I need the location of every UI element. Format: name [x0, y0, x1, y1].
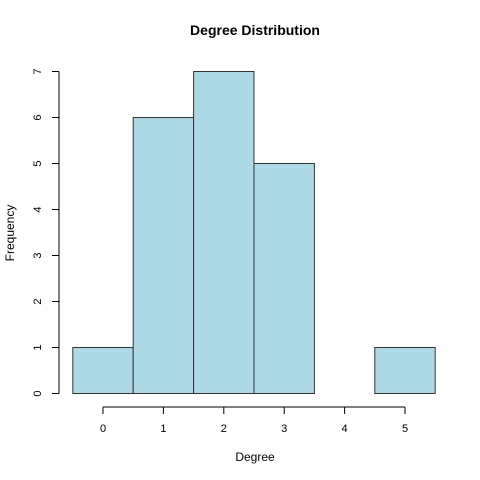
x-axis: 0 1 2 3 4 5	[100, 406, 408, 435]
y-tick-label: 3	[32, 252, 44, 258]
x-tick-label: 1	[160, 423, 166, 435]
x-tick-label: 5	[402, 423, 408, 435]
bar-degree-5	[374, 347, 436, 394]
x-tick-label: 2	[221, 423, 227, 435]
y-tick-label: 6	[32, 114, 44, 120]
x-tick-label: 0	[100, 423, 106, 435]
y-tick-label: 1	[32, 344, 44, 350]
y-axis: 0 1 2 3 4 5 6 7	[32, 68, 60, 397]
bars-group	[72, 71, 436, 394]
y-tick-label: 5	[32, 160, 44, 166]
x-axis-label: Degree	[235, 450, 275, 464]
y-tick-label: 2	[32, 298, 44, 304]
x-tick-label: 3	[281, 423, 287, 435]
y-tick-label: 4	[32, 206, 44, 212]
x-tick-label: 4	[342, 423, 348, 435]
y-axis-label: Frequency	[3, 205, 17, 262]
bar-degree-3	[253, 163, 315, 394]
bar-degree-2	[193, 71, 255, 394]
y-tick-label: 7	[32, 68, 44, 74]
bar-degree-0	[72, 347, 134, 394]
y-tick-label: 0	[32, 390, 44, 396]
bar-degree-1	[132, 117, 195, 394]
chart-title: Degree Distribution	[190, 22, 320, 38]
